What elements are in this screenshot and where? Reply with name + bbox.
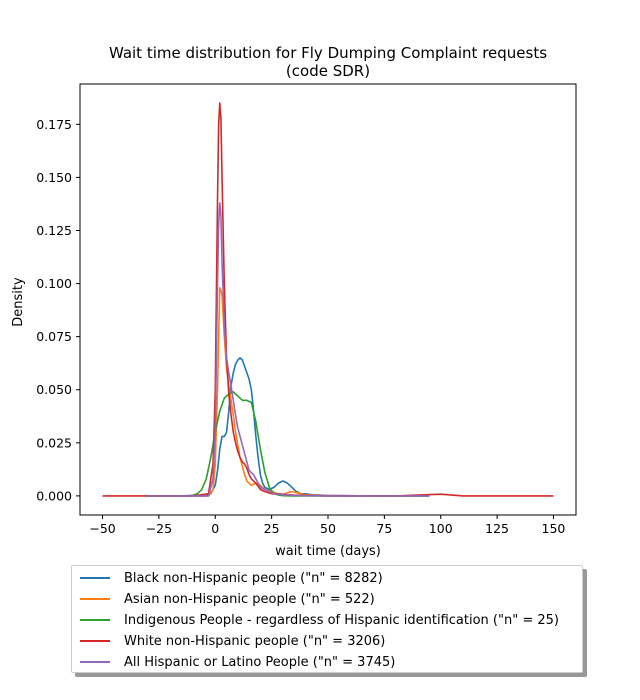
series-line-0 [147,357,430,497]
legend-entry-0: Black non-Hispanic people ("n" = 8282) [72,568,383,588]
x-tick-label: −25 [146,521,172,536]
y-tick-label: 0.150 [36,170,72,185]
legend-entry-3: White non-Hispanic people ("n" = 3206) [72,631,385,651]
legend-swatch [80,661,110,663]
plot-frame [79,83,577,516]
y-tick-label: 0.025 [36,435,72,450]
x-tick-label: 100 [429,521,453,536]
y-tick-label: 0.075 [36,329,72,344]
x-axis-label: wait time (days) [275,544,381,559]
x-ticks: −50 −25 0 25 50 75 100 125 150 [89,515,565,536]
legend-swatch [80,640,110,642]
legend-label: All Hispanic or Latino People ("n" = 374… [124,654,396,670]
x-tick-label: 125 [485,521,509,536]
chart-title-line2: (code SDR) [285,62,371,80]
legend-label: White non-Hispanic people ("n" = 3206) [124,633,386,649]
y-tick-label: 0.000 [36,488,72,503]
legend-label: Indigenous People - regardless of Hispan… [124,612,559,628]
x-tick-label: 75 [376,521,392,536]
legend: Black non-Hispanic people ("n" = 8282) As… [71,565,583,673]
series-line-4 [147,202,430,497]
series-line-2 [147,391,430,497]
x-tick-label: 50 [320,521,336,536]
plot-layer [102,102,554,497]
legend-swatch [80,577,110,579]
x-tick-label: −50 [89,521,115,536]
series-line-3 [102,102,554,497]
legend-swatch [80,619,110,621]
x-tick-label: 150 [542,521,566,536]
y-tick-label: 0.050 [36,382,72,397]
y-ticks: 0.000 0.025 0.050 0.075 0.100 0.125 0.150 0.175 [36,117,80,503]
x-tick-label: 0 [211,521,219,536]
chart-title-line1: Wait time distribution for Fly Dumping C… [108,44,548,62]
y-tick-label: 0.100 [36,276,72,291]
x-tick-label: 25 [264,521,280,536]
legend-label: Black non-Hispanic people ("n" = 8282) [124,570,383,586]
legend-entry-2: Indigenous People - regardless of Hispan… [72,610,559,630]
legend-entry-1: Asian non-Hispanic people ("n" = 522) [72,589,375,609]
y-axis-label: Density [11,277,26,327]
y-tick-label: 0.175 [36,117,72,132]
legend-label: Asian non-Hispanic people ("n" = 522) [124,591,375,607]
legend-swatch [80,598,110,600]
legend-entry-4: All Hispanic or Latino People ("n" = 374… [72,652,395,672]
series-line-1 [147,287,419,497]
y-tick-label: 0.125 [36,223,72,238]
